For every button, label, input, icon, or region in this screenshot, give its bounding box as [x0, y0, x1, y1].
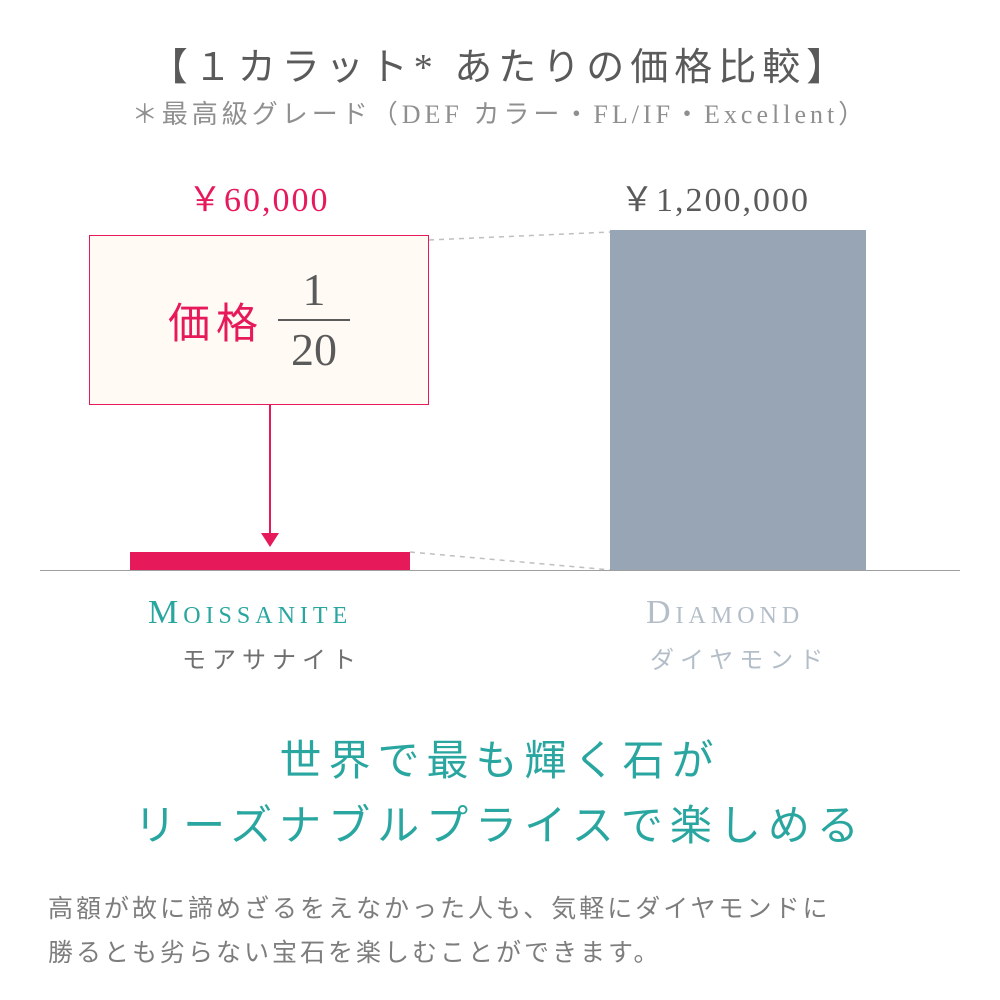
arrow-head-icon	[261, 533, 279, 547]
price-moissanite: ￥60,000	[188, 172, 330, 221]
marketing-headline: 世界で最も輝く石が リーズナブルプライスで楽しめる	[0, 730, 1000, 860]
headline-line1: 世界で最も輝く石が	[279, 739, 720, 785]
label-en-diamond: Diamond	[646, 594, 804, 632]
price-ratio-callout: 価格 1 20	[89, 235, 429, 405]
body-text: 高額が故に諦めざるをえなかった人も、気軽にダイヤモンドに 勝るとも劣らない宝石を…	[48, 888, 831, 976]
label-jp-moissanite: モアサナイト	[182, 640, 362, 675]
chart-baseline	[40, 570, 960, 571]
bar-moissanite	[130, 552, 410, 570]
dashed-lower	[410, 552, 611, 570]
price-diamond: ￥1,200,000	[620, 172, 810, 221]
chart-subtitle: ＊最高級グレード（DEF カラー・FL/IF・Excellent）	[0, 94, 1000, 131]
arrow-line	[269, 405, 271, 533]
callout-label: 価格	[168, 290, 264, 351]
fraction-numerator: 1	[303, 267, 326, 319]
label-en-moissanite: Moissanite	[148, 594, 352, 632]
bar-diamond	[610, 230, 866, 570]
dashed-upper	[429, 232, 611, 240]
body-line1: 高額が故に諦めざるをえなかった人も、気軽にダイヤモンドに	[48, 895, 831, 923]
headline-line2: リーズナブルプライスで楽しめる	[134, 804, 866, 850]
callout-fraction: 1 20	[278, 267, 350, 373]
chart-title: 【１カラット* あたりの価格比較】	[0, 36, 1000, 91]
body-line2: 勝るとも劣らない宝石を楽しむことができます。	[48, 939, 662, 967]
callout-arrow	[261, 405, 279, 547]
fraction-denominator: 20	[291, 321, 337, 373]
label-jp-diamond: ダイヤモンド	[650, 640, 829, 675]
